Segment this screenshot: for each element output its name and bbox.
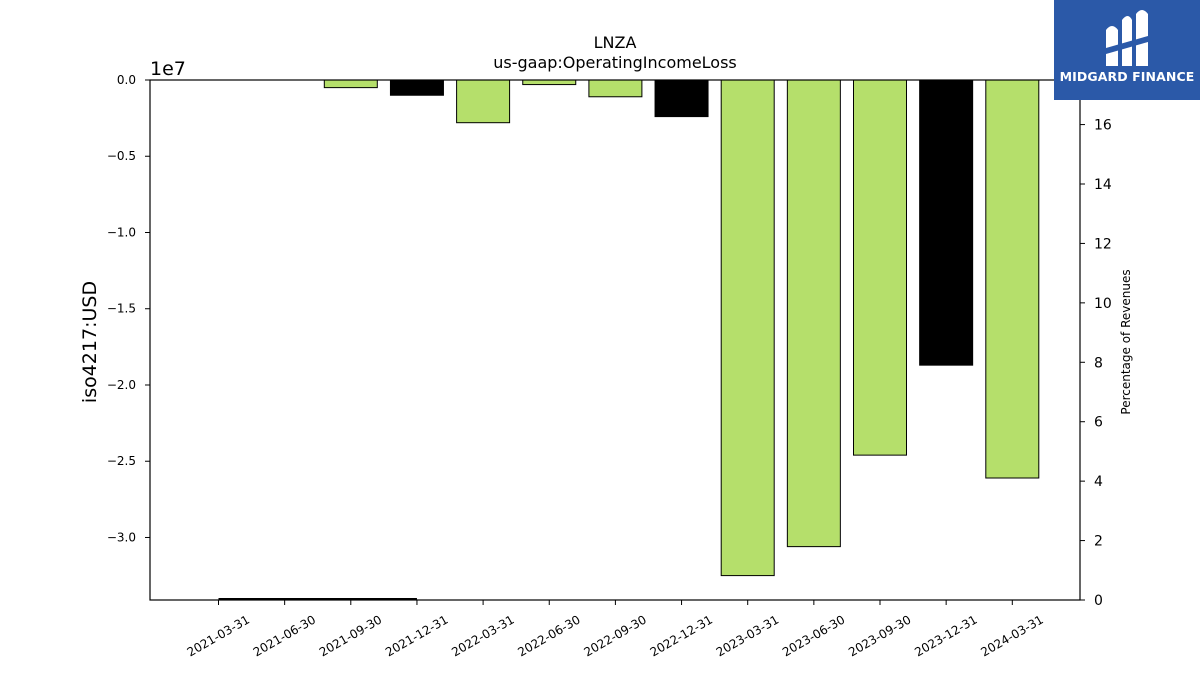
bar-2024-03-31 [985,79,1040,479]
logo-mark-icon [1106,10,1148,66]
x-tick-label: 2023-12-31 [912,612,979,659]
y2-tick-label: 14 [1094,177,1112,193]
bar-2022-03-31 [456,79,511,124]
y-tick-label: −3.0 [107,530,136,544]
x-tick-label: 2023-03-31 [714,612,781,659]
bar-2021-12-31 [389,79,444,96]
x-tick-label: 2022-03-31 [449,612,516,659]
y-axis-offset-label: 1e7 [150,58,186,80]
y-axis-label: iso4217:USD [79,281,101,403]
y2-tick-label: 10 [1094,296,1112,312]
x-tick-label: 2021-09-30 [317,612,384,659]
bar-2022-12-31 [654,79,709,118]
y2-tick-label: 16 [1094,118,1112,134]
x-tick-label: 2022-12-31 [648,612,715,659]
y-tick-label: −1.0 [107,225,136,239]
bar-2021-09-30 [323,79,378,89]
y-tick-label: −2.5 [107,454,136,468]
chart-title: LNZA [594,33,637,52]
x-tick-label: 2021-03-31 [185,612,252,659]
bar-2022-09-30 [588,79,643,98]
x-tick-label: 2022-09-30 [581,612,648,659]
bar-2023-03-31 [720,79,775,577]
chart-subtitle: us-gaap:OperatingIncomeLoss [493,53,737,72]
y2-tick-label: 4 [1094,474,1103,490]
x-tick-label: 2021-12-31 [383,612,450,659]
midgard-finance-logo: MIDGARD FINANCE [1054,0,1200,100]
bar-2023-09-30 [853,79,907,456]
y2-tick-label: 0 [1094,593,1103,609]
y-tick-label: 0.0 [117,73,136,87]
x-tick-label: 2022-06-30 [515,612,582,659]
y2-tick-label: 12 [1094,236,1112,252]
x-tick-label: 2023-06-30 [780,612,847,659]
x-tick-label: 2023-09-30 [846,612,913,659]
y-tick-label: −2.0 [107,378,136,392]
y-tick-label: −0.5 [107,149,136,163]
logo-text: MIDGARD FINANCE [1059,69,1195,84]
y2-axis-label: Percentage of Revenues [1119,269,1133,414]
x-tick-label: 2021-06-30 [251,612,318,659]
bar-2023-06-30 [786,79,841,548]
y2-tick-label: 8 [1094,355,1103,371]
y2-tick-label: 6 [1094,415,1103,431]
y2-tick-label: 2 [1094,534,1103,550]
x-tick-label: 2024-03-31 [978,612,1045,659]
bar-2023-12-31 [919,79,974,366]
bar-2022-06-30 [522,79,577,86]
bars-layer [218,79,1040,600]
y-tick-label: −1.5 [107,302,136,316]
